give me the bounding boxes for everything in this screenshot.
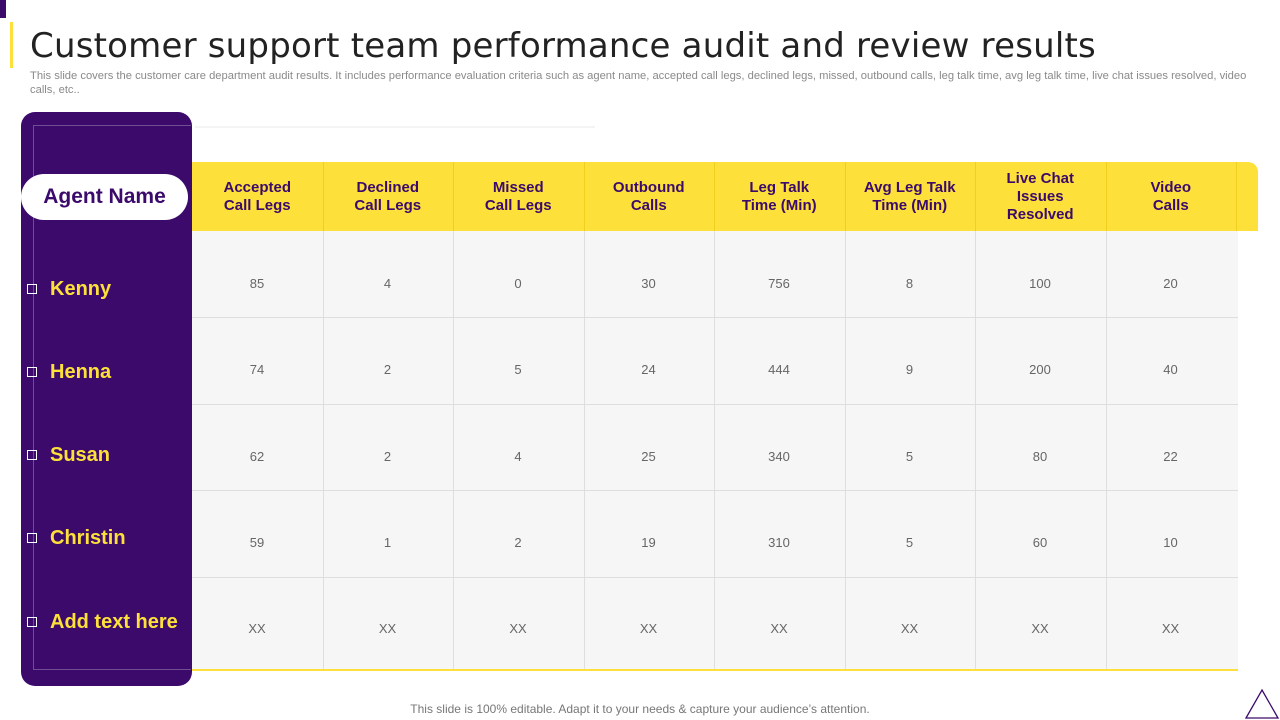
decorative-line xyxy=(195,126,595,128)
footer-note: This slide is 100% editable. Adapt it to… xyxy=(410,702,870,716)
table-cell: XX xyxy=(1031,621,1049,637)
checkbox-icon xyxy=(27,533,37,543)
agent-row: Add text here xyxy=(27,607,178,637)
header-divider xyxy=(322,162,324,231)
column-header: Video Calls xyxy=(1150,178,1192,214)
table-cell: 2 xyxy=(383,448,392,464)
checkbox-icon xyxy=(27,450,37,460)
column-divider xyxy=(975,231,976,669)
checkbox-icon xyxy=(27,617,37,627)
row-divider xyxy=(192,490,1238,492)
column-divider xyxy=(1105,231,1107,669)
table-cell: 444 xyxy=(768,362,790,378)
column-divider xyxy=(453,231,454,669)
column-header: Missed Call Legs xyxy=(484,178,552,214)
table-cell: 40 xyxy=(1163,362,1178,378)
column-divider xyxy=(583,231,585,669)
table-cell: 30 xyxy=(641,275,656,291)
header-divider xyxy=(583,162,585,231)
table-cell: 4 xyxy=(383,275,392,291)
table-cell: 74 xyxy=(249,362,265,378)
header-divider xyxy=(975,162,976,231)
column-header: Outbound Calls xyxy=(612,178,685,214)
table-cell: 200 xyxy=(1029,362,1051,378)
table-cell: 2 xyxy=(514,534,522,550)
column-divider xyxy=(714,231,715,669)
table-cell: 80 xyxy=(1032,448,1048,464)
table-cell: 8 xyxy=(905,275,914,291)
column-divider xyxy=(322,231,324,669)
table-cell: 60 xyxy=(1032,534,1048,550)
slide-title: Customer support team performance audit … xyxy=(30,26,1096,66)
column-header: Declined Call Legs xyxy=(354,178,422,214)
row-divider xyxy=(192,403,1238,405)
table-cell: 1 xyxy=(383,534,392,550)
table-cell: XX xyxy=(639,621,658,637)
column-header: Avg Leg Talk Time (Min) xyxy=(863,178,956,214)
table-cell: XX xyxy=(1161,621,1180,637)
agent-row: Kenny xyxy=(27,274,111,304)
table-cell: 9 xyxy=(905,362,914,378)
agent-row: Susan xyxy=(27,440,110,470)
table-cell: 5 xyxy=(514,362,522,378)
corner-decoration xyxy=(0,0,6,18)
header-divider xyxy=(1105,162,1107,231)
table-body xyxy=(192,231,1238,671)
table-cell: 25 xyxy=(641,448,656,464)
table-cell: XX xyxy=(770,621,788,637)
agent-name: Christin xyxy=(50,526,126,549)
column-header: Accepted Call Legs xyxy=(223,178,292,214)
agent-name: Add text here xyxy=(50,610,178,633)
table-cell: 5 xyxy=(905,534,914,550)
agent-sidebar: Agent Name Kenny Henna Susan Christin Add te… xyxy=(21,112,192,686)
sidebar-inner-frame xyxy=(33,125,191,670)
header-divider xyxy=(844,162,846,231)
agent-row: Henna xyxy=(27,357,111,387)
triangle-icon xyxy=(1244,688,1280,719)
table-cell: 756 xyxy=(768,275,790,291)
header-divider xyxy=(1236,162,1237,231)
table-cell: 310 xyxy=(768,534,790,550)
table-cell: 10 xyxy=(1163,534,1178,550)
agent-name-header: Agent Name xyxy=(21,174,188,220)
checkbox-icon xyxy=(27,367,37,377)
checkbox-icon xyxy=(27,284,37,294)
table-cell: XX xyxy=(509,621,527,637)
header-divider xyxy=(714,162,715,231)
table-cell: XX xyxy=(248,621,266,637)
table-cell: 4 xyxy=(514,448,522,464)
row-divider xyxy=(192,317,1238,319)
table-cell: 22 xyxy=(1163,448,1178,464)
table-cell: 0 xyxy=(514,275,522,291)
table-cell: XX xyxy=(900,621,919,637)
table-cell: 85 xyxy=(249,275,265,291)
column-divider xyxy=(844,231,846,669)
table-cell: 2 xyxy=(383,362,392,378)
column-header: Live Chat Issues Resolved xyxy=(1006,169,1074,223)
column-header: Leg Talk Time (Min) xyxy=(741,178,817,214)
table-cell: 100 xyxy=(1029,275,1051,291)
table-cell: 20 xyxy=(1163,275,1178,291)
header-divider xyxy=(453,162,454,231)
table-cell: 62 xyxy=(249,448,265,464)
agent-name: Henna xyxy=(50,360,112,383)
table-cell: 19 xyxy=(641,534,656,550)
table-cell: 59 xyxy=(249,534,265,550)
table-cell: 24 xyxy=(641,362,656,378)
row-divider xyxy=(192,576,1238,578)
agent-row: Christin xyxy=(27,523,126,553)
title-accent-bar xyxy=(10,22,13,68)
table-cell: XX xyxy=(378,621,397,637)
slide-subtitle: This slide covers the customer care depa… xyxy=(30,70,1247,96)
agent-name: Kenny xyxy=(50,277,112,300)
table-cell: 5 xyxy=(905,448,914,464)
table-cell: 340 xyxy=(768,448,790,464)
table-header-bar: Accepted Call Legs Declined Call Legs Missed… xyxy=(192,162,1258,231)
agent-name: Susan xyxy=(50,443,111,466)
